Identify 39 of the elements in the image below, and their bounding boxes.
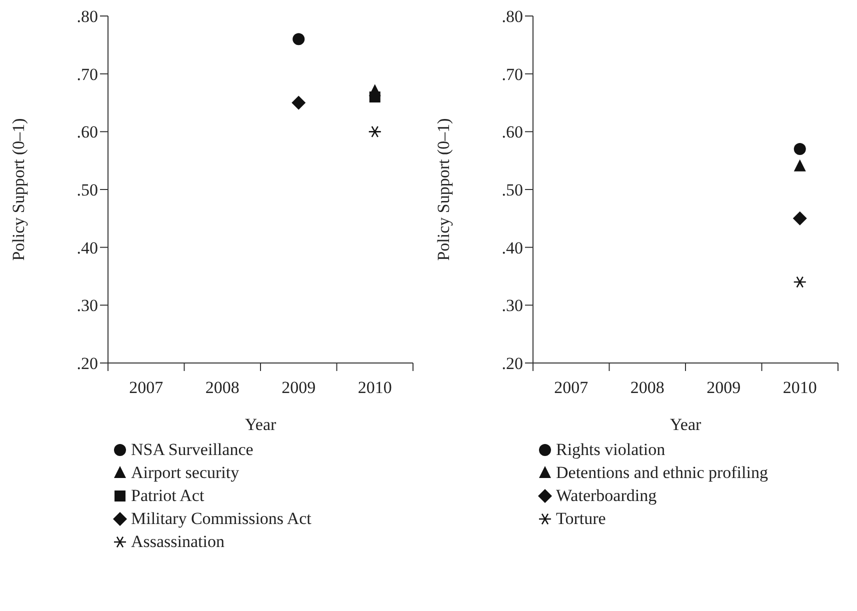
x-tick-label: 2008 (630, 378, 664, 397)
legend-label: Rights violation (556, 439, 666, 461)
y-tick-label: .70 (76, 64, 98, 84)
legend-label: Detentions and ethnic profiling (556, 462, 768, 484)
y-axis-title: Policy Support (0–1) (9, 118, 28, 261)
x-tick-label: 2008 (205, 378, 240, 397)
y-tick-label: .50 (502, 180, 523, 200)
y-tick-label: .80 (502, 7, 523, 26)
y-tick-label: .20 (76, 354, 98, 374)
legend-label: Assassination (131, 531, 224, 553)
point (292, 33, 305, 46)
y-axis-title: Policy Support (0–1) (434, 118, 454, 261)
x-tick-label: 2009 (282, 378, 316, 397)
legend-label: Airport security (131, 462, 240, 484)
x-tick-label: 2009 (706, 378, 741, 397)
y-tick-label: .40 (502, 238, 523, 258)
x-tick-label: 2010 (358, 378, 392, 397)
x-axis-title: Year (670, 415, 702, 434)
y-tick-label: .80 (76, 7, 98, 26)
legend-label: Torture (556, 508, 606, 530)
y-tick-label: .50 (76, 180, 98, 200)
y-tick-label: .30 (502, 296, 523, 316)
y-tick-label: .20 (502, 354, 523, 374)
point (368, 126, 382, 138)
y-tick-label: .70 (502, 64, 523, 84)
x-tick-label: 2010 (782, 378, 817, 397)
point (292, 96, 306, 110)
legend-label: Military Commissions Act (131, 508, 312, 530)
x-tick-label: 2007 (554, 378, 589, 397)
y-tick-label: .60 (76, 122, 98, 142)
point (369, 91, 380, 102)
y-tick-label: .40 (76, 238, 98, 258)
legend-label: Waterboarding (556, 485, 657, 507)
legend-label: Patriot Act (131, 485, 204, 507)
x-axis-title: Year (244, 415, 276, 434)
y-tick-label: .60 (502, 122, 523, 142)
y-tick-label: .30 (76, 296, 98, 316)
x-tick-label: 2007 (129, 378, 164, 397)
legend-label: NSA Surveillance (131, 439, 254, 461)
